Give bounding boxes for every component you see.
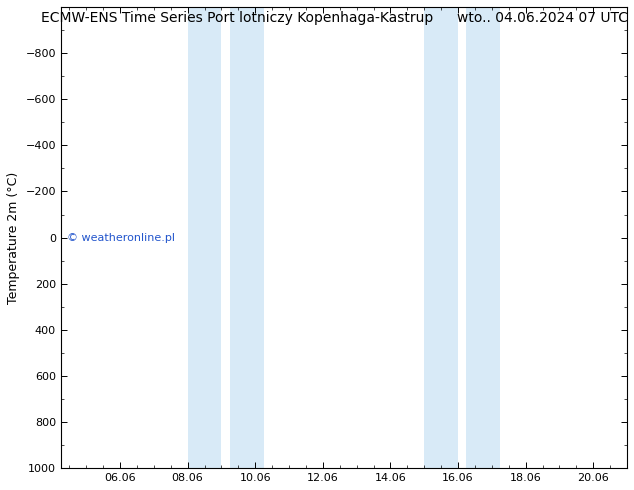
Bar bbox=[230, 7, 264, 468]
Text: ECMW-ENS Time Series Port lotniczy Kopenhaga-Kastrup: ECMW-ENS Time Series Port lotniczy Kopen… bbox=[41, 11, 434, 25]
Text: © weatheronline.pl: © weatheronline.pl bbox=[67, 233, 174, 243]
Bar bbox=[467, 7, 500, 468]
Bar bbox=[424, 7, 458, 468]
Y-axis label: Temperature 2m (°C): Temperature 2m (°C) bbox=[7, 172, 20, 304]
Bar bbox=[188, 7, 221, 468]
Text: wto.. 04.06.2024 07 UTC: wto.. 04.06.2024 07 UTC bbox=[456, 11, 628, 25]
